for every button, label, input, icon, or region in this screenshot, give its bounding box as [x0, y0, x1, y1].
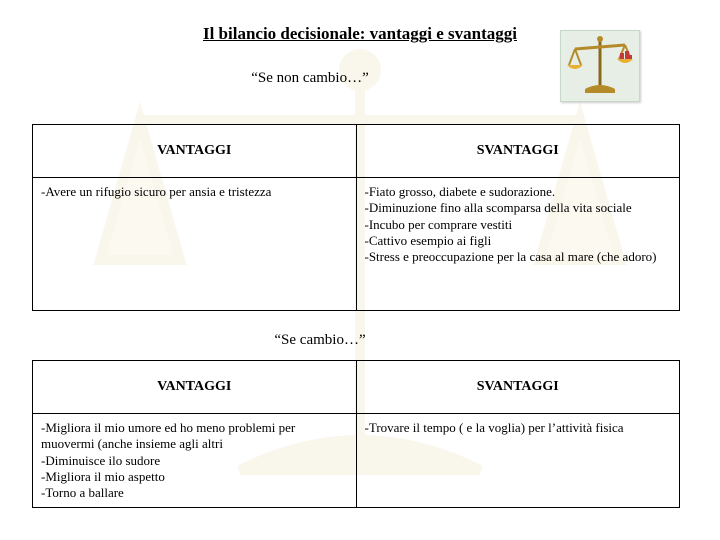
cell-svantaggi-change: -Trovare il tempo ( e la voglia) per l’a… [356, 414, 680, 508]
table-header-row: VANTAGGI SVANTAGGI [33, 125, 680, 178]
slide-title: Il bilancio decisionale: vantaggi e svan… [0, 24, 720, 44]
table-row: -Migliora il mio umore ed ho meno proble… [33, 414, 680, 508]
subtitle-no-change: “Se non cambio…” [0, 70, 620, 87]
table-row: -Avere un rifugio sicuro per ansia e tri… [33, 178, 680, 311]
header-vantaggi: VANTAGGI [33, 125, 357, 178]
header-svantaggi: SVANTAGGI [356, 125, 680, 178]
slide: Il bilancio decisionale: vantaggi e svan… [0, 0, 720, 540]
table-header-row: VANTAGGI SVANTAGGI [33, 361, 680, 414]
header-vantaggi: VANTAGGI [33, 361, 357, 414]
cell-vantaggi-no-change: -Avere un rifugio sicuro per ansia e tri… [33, 178, 357, 311]
table-change: VANTAGGI SVANTAGGI -Migliora il mio umor… [32, 360, 680, 508]
cell-svantaggi-no-change: -Fiato grosso, diabete e sudorazione. -D… [356, 178, 680, 311]
table-no-change: VANTAGGI SVANTAGGI -Avere un rifugio sic… [32, 124, 680, 311]
header-svantaggi: SVANTAGGI [356, 361, 680, 414]
subtitle-change: “Se cambio…” [0, 332, 640, 349]
cell-vantaggi-change: -Migliora il mio umore ed ho meno proble… [33, 414, 357, 508]
